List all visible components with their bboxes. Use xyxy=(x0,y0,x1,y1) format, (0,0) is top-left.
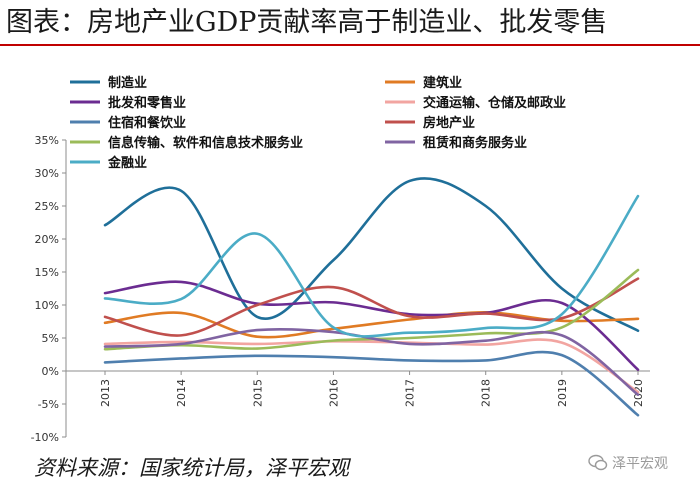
watermark: 泽平宏观 xyxy=(588,450,668,476)
y-tick-label: 30% xyxy=(35,167,59,180)
legend-label: 建筑业 xyxy=(423,75,462,91)
x-tick-label: 2017 xyxy=(404,379,417,407)
watermark-text: 泽平宏观 xyxy=(612,456,668,472)
legend-item-6: 信息传输、软件和信息技术服务业 xyxy=(70,135,303,151)
y-tick-label: 10% xyxy=(35,299,59,312)
series-line-7 xyxy=(103,327,640,397)
series-line-5 xyxy=(103,277,640,337)
x-tick-label: 2019 xyxy=(556,379,569,407)
x-axis: 2013 2014 2015 2016 2017 2018 2019 2020 xyxy=(66,370,650,407)
legend-item-2: 批发和零售业 xyxy=(70,95,186,111)
x-tick-label: 2018 xyxy=(480,379,493,407)
y-tick-label: -10% xyxy=(31,431,59,444)
y-tick-label: 15% xyxy=(35,266,59,279)
legend-item-5: 房地产业 xyxy=(385,115,475,131)
x-tick-label: 2015 xyxy=(251,379,264,407)
series-line-4 xyxy=(103,350,640,417)
legend-item-3: 交通运输、仓储及邮政业 xyxy=(385,95,566,111)
source-note: 资料来源：国家统计局，泽平宏观 xyxy=(34,456,349,480)
legend-label: 信息传输、软件和信息技术服务业 xyxy=(108,135,303,151)
wechat-icon xyxy=(588,454,608,472)
x-tick-label: 2016 xyxy=(327,379,340,407)
legend-item-4: 住宿和餐饮业 xyxy=(70,115,186,131)
legend-item-7: 租赁和商务服务业 xyxy=(385,135,527,151)
legend-label: 租赁和商务服务业 xyxy=(423,135,527,151)
x-tick-label: 2013 xyxy=(99,379,112,407)
y-tick-label: 0% xyxy=(42,365,59,378)
legend-label: 住宿和餐饮业 xyxy=(108,115,186,131)
y-tick-label: 25% xyxy=(35,200,59,213)
title-divider xyxy=(0,44,700,46)
y-tick-label: 5% xyxy=(42,332,59,345)
y-tick-label: 20% xyxy=(35,233,59,246)
y-tick-label: 35% xyxy=(35,134,59,147)
series-lines xyxy=(103,177,640,417)
series-line-8 xyxy=(103,194,640,338)
legend-label: 制造业 xyxy=(108,75,147,91)
y-axis: 35% 30% 25% 20% 15% 10% 5% 0% -5% -10% xyxy=(31,134,67,444)
series-line-0 xyxy=(103,177,640,333)
legend-item-8: 金融业 xyxy=(70,155,147,171)
x-tick-label: 2014 xyxy=(175,379,188,407)
legend-item-1: 建筑业 xyxy=(385,75,462,91)
legend-label: 交通运输、仓储及邮政业 xyxy=(423,95,566,111)
legend-label: 批发和零售业 xyxy=(108,95,186,111)
legend-item-0: 制造业 xyxy=(70,75,147,91)
chart-title: 图表：房地产业GDP贡献率高于制造业、批发零售 xyxy=(6,7,608,38)
y-tick-label: -5% xyxy=(38,398,59,411)
series-line-2 xyxy=(103,280,640,371)
legend-label: 房地产业 xyxy=(423,115,475,131)
legend-label: 金融业 xyxy=(107,155,147,171)
